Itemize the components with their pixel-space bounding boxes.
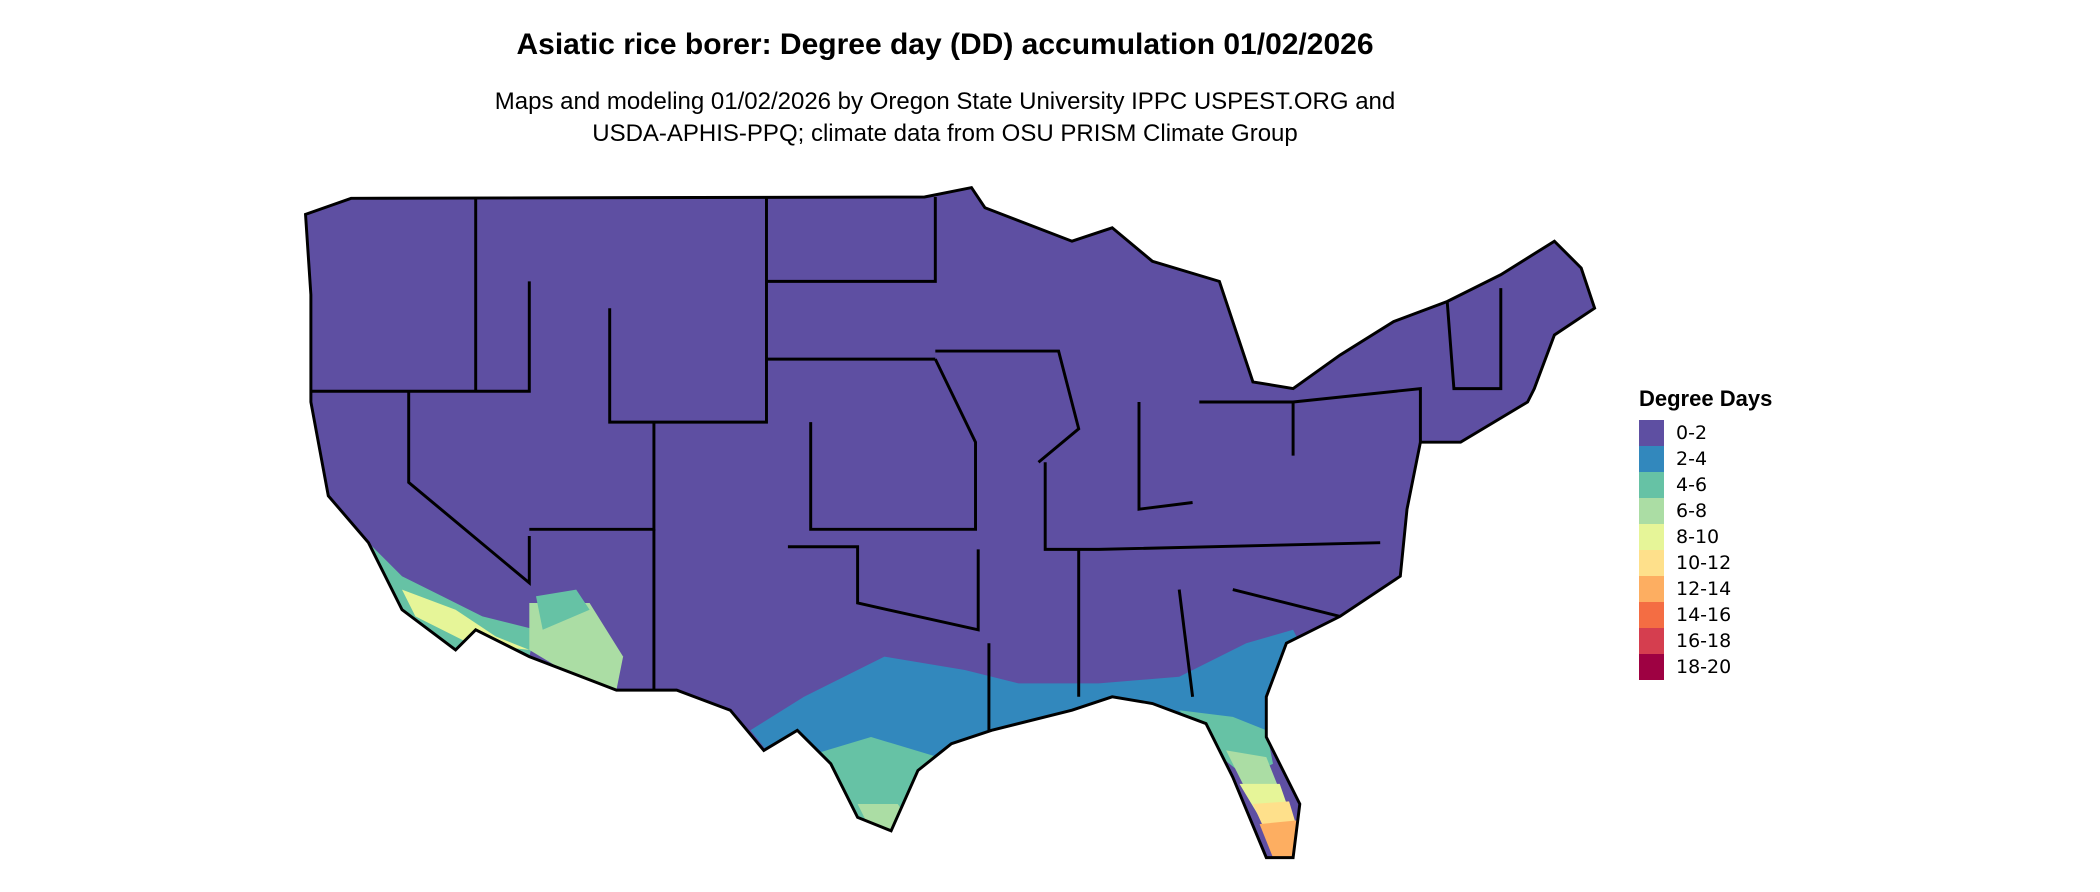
legend-swatch [1639,498,1664,524]
region-12-14 [1259,820,1300,858]
legend-item: 18-20 [1639,654,1772,680]
state-borders [303,185,1597,860]
subtitle-line-1: Maps and modeling 01/02/2026 by Oregon S… [494,88,1396,115]
legend-item: 2-4 [1639,446,1772,472]
legend-swatch [1639,446,1664,472]
legend-label: 2-4 [1676,448,1708,470]
legend-label: 6-8 [1676,500,1708,522]
region-8-10-socal [402,589,530,650]
region-4-6-socal [361,536,536,657]
legend-items: 0-2 2-4 4-6 6-8 8-10 10-12 12-14 14-16 16-18 18-2… [1639,420,1772,680]
legend-swatch [1639,576,1664,602]
legend-swatch [1639,420,1664,446]
legend-title: Degree Days [1639,386,1773,411]
legend-item: 16-18 [1639,628,1772,654]
map-subtitle: Maps and modeling 01/02/2026 by Oregon S… [0,86,1890,150]
map-title: Asiatic rice borer: Degree day (DD) accu… [516,28,1374,61]
legend-item: 6-8 [1639,498,1772,524]
legend-item: 8-10 [1639,524,1772,550]
legend: Degree Days 0-2 2-4 4-6 6-8 8-10 10-12 12-14 14… [1639,386,1772,680]
legend-swatch [1639,550,1664,576]
region-4-6-arizona [536,589,590,630]
legend-swatch [1639,472,1664,498]
legend-item: 14-16 [1639,602,1772,628]
legend-label: 4-6 [1676,474,1708,496]
us-outline [303,185,1597,860]
legend-label: 0-2 [1676,422,1708,444]
legend-label: 8-10 [1676,526,1720,548]
legend-item: 10-12 [1639,550,1772,576]
legend-item: 4-6 [1639,472,1772,498]
legend-label: 16-18 [1676,630,1732,652]
legend-label: 10-12 [1676,552,1732,574]
legend-label: 12-14 [1676,578,1732,600]
legend-swatch [1639,602,1664,628]
legend-swatch [1639,628,1664,654]
legend-swatch [1639,524,1664,550]
legend-item: 0-2 [1639,420,1772,446]
legend-label: 14-16 [1676,604,1732,626]
legend-item: 12-14 [1639,576,1772,602]
legend-label: 18-20 [1676,656,1732,678]
legend-swatch [1639,654,1664,680]
subtitle-line-2: USDA-APHIS-PPQ; climate data from OSU PR… [592,120,1298,147]
